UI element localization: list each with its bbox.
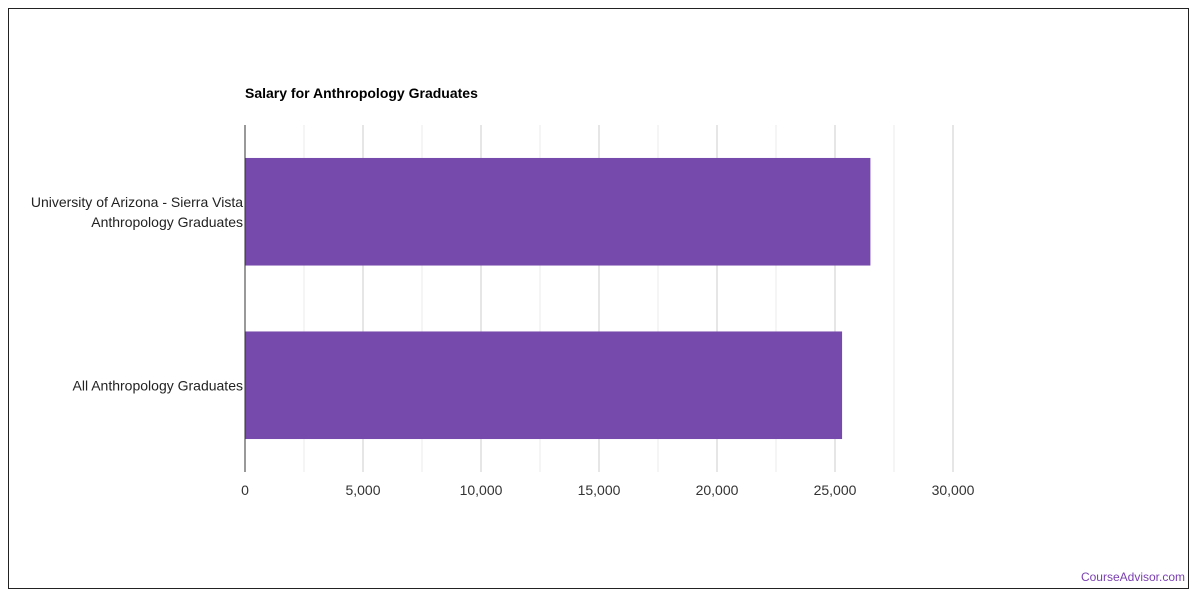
bar-0[interactable] (245, 157, 871, 266)
category-label-1: All Anthropology Graduates (73, 377, 243, 393)
bars (245, 157, 871, 440)
x-tick-label: 30,000 (932, 482, 975, 498)
brand-link[interactable]: CourseAdvisor.com (1080, 570, 1185, 584)
x-tick-label: 15,000 (578, 482, 621, 498)
x-tick-label: 25,000 (814, 482, 857, 498)
x-tick-label: 20,000 (696, 482, 739, 498)
bar-1[interactable] (245, 331, 843, 440)
x-tick-label: 0 (241, 482, 249, 498)
category-label-0: University of Arizona - Sierra Vista Anth… (31, 194, 243, 230)
labels: University of Arizona - Sierra Vista Anth… (31, 194, 975, 498)
x-tick-label: 5,000 (345, 482, 380, 498)
chart-title: Salary for Anthropology Graduates (245, 85, 478, 101)
x-tick-label: 10,000 (460, 482, 503, 498)
